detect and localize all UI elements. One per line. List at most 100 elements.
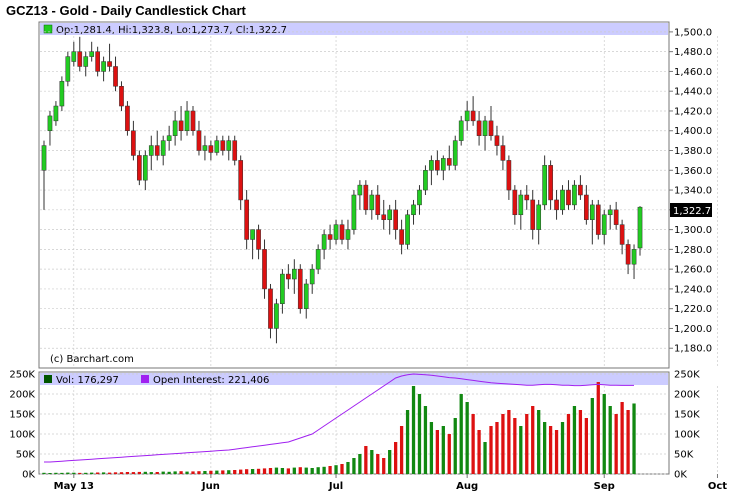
volume-bar (215, 470, 219, 474)
candle (446, 145, 452, 171)
candle-body (423, 170, 428, 191)
candle-body (375, 194, 381, 216)
volume-bar (334, 465, 338, 474)
volume-bar (155, 472, 159, 474)
volume-bar (131, 472, 136, 474)
price-tick-label: 1,360.0 (674, 166, 712, 177)
volume-tick-label-left: 0K (22, 470, 35, 481)
candle-body (589, 204, 595, 220)
volume-bar (507, 410, 511, 474)
candle (137, 150, 142, 186)
candle-body (548, 165, 553, 201)
volume-bar (233, 470, 237, 474)
candle-body (500, 145, 506, 161)
volume-bar (489, 426, 493, 474)
candle (291, 259, 297, 294)
x-tick-label: Oct (708, 481, 727, 492)
candle (59, 76, 65, 111)
volume-bar (149, 472, 153, 474)
volume-tick-label-right: 0K (674, 470, 687, 481)
candle (107, 43, 112, 72)
candle (613, 201, 619, 230)
x-axis-labels: May 13 Jun Jul Aug Sep Oct (54, 474, 727, 492)
candle-body (464, 110, 470, 122)
volume-bar (107, 472, 112, 474)
volume-bar (340, 464, 344, 474)
x-tick-label: Jun (201, 481, 220, 492)
candle (589, 199, 595, 245)
volume-bar (352, 458, 356, 474)
volume-bar (60, 472, 64, 474)
x-tick-label: Sep (594, 481, 615, 492)
candle-body (208, 145, 214, 153)
candle (601, 209, 607, 245)
candle (488, 106, 494, 141)
candle (113, 56, 118, 92)
volume-bar (262, 468, 267, 474)
volume-bar (423, 406, 428, 474)
candle-body (494, 135, 500, 146)
candle-body (512, 189, 518, 216)
candle-body (148, 145, 154, 156)
candle (41, 140, 47, 210)
price-tick-label: 1,340.0 (674, 186, 712, 197)
candle-body (339, 224, 345, 240)
candle (417, 185, 422, 215)
volume-bar (388, 450, 392, 474)
volume-bar (590, 398, 594, 474)
volume-bar (578, 410, 583, 474)
candle-body (411, 204, 416, 216)
candle-body (452, 140, 458, 166)
candle-body (107, 61, 112, 67)
price-tick-label: 1,440.0 (674, 87, 712, 98)
last-price-box (670, 203, 712, 217)
candle-body (220, 140, 226, 151)
candle-body (601, 214, 607, 235)
volume-bar (191, 471, 195, 474)
volume-bar (572, 406, 577, 474)
candle (637, 206, 643, 256)
volume-bar (304, 467, 308, 474)
volume-bar (417, 394, 422, 474)
candle (560, 185, 565, 215)
volume-bar (477, 430, 481, 474)
volume-bar (125, 472, 130, 474)
open-interest-line (44, 373, 634, 463)
x-tick-label: Aug (456, 481, 478, 492)
candle-body (345, 229, 351, 240)
candle (71, 41, 77, 67)
volume-bar (197, 471, 201, 474)
price-tick-label: 1,460.0 (674, 67, 712, 78)
candle-body (315, 249, 321, 270)
candle-body (619, 224, 625, 245)
volume-bar (370, 450, 374, 474)
candle (578, 175, 583, 200)
volume-bar (513, 418, 517, 474)
candle-body (607, 209, 613, 216)
price-tick-label: 1,300.0 (674, 225, 712, 236)
candle (566, 180, 571, 210)
candle (536, 199, 542, 245)
candle-body (524, 194, 530, 201)
candle (363, 180, 369, 215)
candle-body (417, 189, 422, 206)
candle (125, 101, 130, 136)
candle-body (142, 155, 148, 181)
candle-body (238, 160, 244, 201)
volume-bar (429, 422, 434, 474)
price-tick-label: 1,480.0 (674, 47, 712, 58)
volume-bar (66, 472, 70, 474)
candle-body (613, 209, 619, 225)
candle-body (566, 189, 571, 206)
candle (584, 185, 589, 225)
volume-bar (310, 468, 314, 474)
candle (262, 239, 267, 299)
volume-bar (173, 471, 177, 474)
candle (542, 155, 547, 210)
candle (470, 96, 476, 126)
candle (250, 229, 255, 260)
candle-body (101, 61, 106, 72)
candle (625, 239, 631, 275)
volume-bar (548, 426, 553, 474)
